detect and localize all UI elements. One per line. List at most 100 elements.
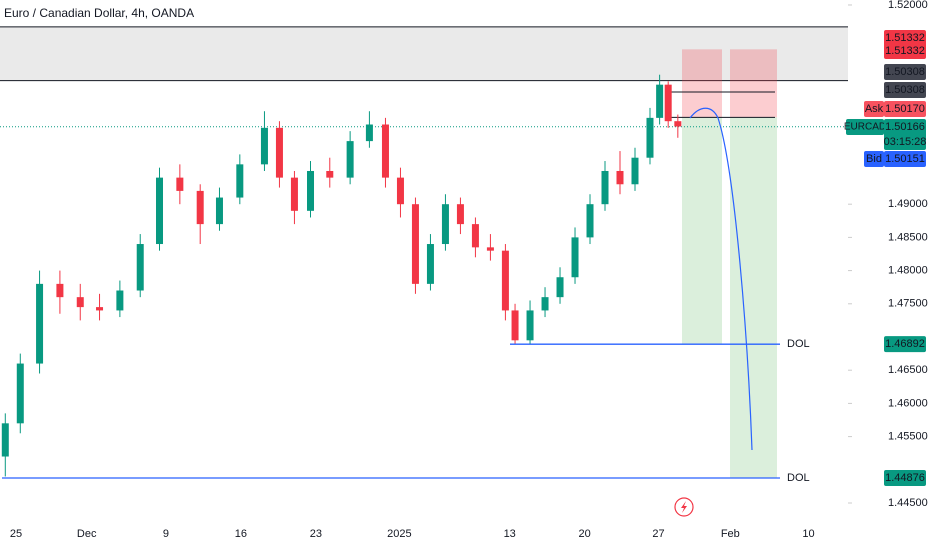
candle-body — [541, 297, 549, 311]
x-tick-label: Dec — [77, 528, 97, 540]
countdown: 03:15:28 — [884, 136, 927, 148]
reward-box — [730, 117, 777, 479]
x-tick-label: Feb — [721, 528, 740, 540]
price-tag-label: 1.50170 — [885, 103, 925, 115]
candle-body — [275, 127, 283, 178]
price-tag — [884, 151, 926, 167]
y-tick-label: 1.45500 — [888, 431, 928, 443]
ask-label: Ask — [865, 103, 884, 115]
symbol-tag — [846, 119, 884, 135]
candle-body — [290, 177, 298, 211]
candle-body — [36, 283, 44, 364]
candle-body — [76, 297, 84, 308]
projection — [689, 107, 753, 451]
zone — [0, 26, 848, 81]
risk-box — [682, 49, 722, 118]
candle-body — [486, 247, 494, 251]
y-tick-label: 1.52000 — [888, 0, 928, 11]
candle-body — [396, 177, 404, 205]
symbol-label: EURCAD — [844, 122, 886, 133]
y-tick-label: 1.48500 — [888, 231, 928, 243]
price-tag — [884, 30, 926, 46]
price-tag — [884, 336, 926, 353]
chart-title: Euro / Canadian Dollar, 4h, OANDA — [4, 6, 194, 20]
x-tick-label: 9 — [163, 528, 169, 540]
candle-body — [156, 177, 164, 245]
candle-body — [176, 177, 184, 191]
last-tag — [884, 119, 926, 150]
candle-body — [260, 127, 268, 165]
candle-body — [586, 204, 594, 238]
candle-body — [556, 277, 564, 298]
price-tag — [884, 82, 926, 98]
candle-body — [664, 84, 672, 122]
price-tag-label: 1.44876 — [885, 472, 925, 484]
candle-body — [456, 204, 464, 225]
candle-body — [56, 283, 64, 298]
price-tag-label: 1.50151 — [885, 153, 925, 165]
candle-body — [471, 224, 479, 248]
price-tag — [884, 43, 926, 59]
price-tag — [884, 101, 926, 117]
y-tick-label: 1.48000 — [888, 264, 928, 276]
y-tick-label: 1.46500 — [888, 364, 928, 376]
candle-body — [526, 310, 534, 341]
candle-body — [656, 84, 664, 118]
x-tick-label: 2025 — [387, 528, 411, 540]
candle-body — [96, 307, 104, 311]
last-price: 1.50166 — [885, 121, 925, 133]
candle-body — [646, 117, 654, 158]
x-tick-label: 16 — [235, 528, 247, 540]
candle-body — [616, 170, 624, 185]
x-tick-label: 20 — [579, 528, 591, 540]
candle-body — [1, 423, 9, 457]
candle-body — [16, 363, 24, 424]
candle-body — [571, 237, 579, 278]
bid-label: Bid — [866, 153, 882, 165]
dol-label: DOL — [787, 338, 810, 350]
reward-box — [682, 117, 722, 345]
dol-label: DOL — [787, 472, 810, 484]
price-tag-label: 1.50308 — [885, 84, 925, 96]
candle-body — [116, 290, 124, 311]
candle-body — [511, 310, 519, 341]
candle-body — [501, 250, 509, 311]
price-tag-label: 1.51332 — [885, 45, 925, 57]
candle-body — [326, 170, 334, 178]
price-tag — [884, 470, 926, 487]
x-tick-label: 23 — [310, 528, 322, 540]
candle-body — [601, 170, 609, 205]
price-tag-label: 1.46892 — [885, 338, 925, 350]
candle-body — [381, 124, 389, 178]
x-tick-label: 27 — [652, 528, 664, 540]
x-tick-label: 25 — [10, 528, 22, 540]
plot: DOLDOL25Dec916232025132027Feb101 — [0, 26, 883, 540]
candle-body — [365, 124, 373, 142]
y-tick-label: 1.47500 — [888, 298, 928, 310]
price-tag — [884, 64, 926, 80]
price-tag-label: 1.50308 — [885, 66, 925, 78]
candle-body — [346, 141, 354, 178]
y-tick-label: 1.46000 — [888, 397, 928, 409]
x-tick-label: 10 — [802, 528, 814, 540]
y-tick-label: 1.49000 — [888, 198, 928, 210]
price-tag-label: 1.51332 — [885, 32, 925, 44]
bid-tag — [864, 151, 884, 167]
risk-box — [730, 49, 777, 118]
candle-body — [426, 244, 434, 284]
candle-body — [236, 164, 244, 198]
alert-icon[interactable] — [674, 497, 694, 517]
candle-body — [196, 190, 204, 225]
candle-body — [215, 197, 223, 225]
candle-body — [307, 170, 315, 211]
candle-body — [136, 244, 144, 291]
candle-body — [441, 204, 449, 245]
candle-body — [631, 157, 639, 185]
price-axis: 1.52000 1.49000 1.48500 1.48000 1.47500 1.465… — [844, 0, 932, 550]
candle-body — [411, 204, 419, 284]
x-tick-label: 13 — [504, 528, 516, 540]
y-tick-label: 1.44500 — [888, 497, 928, 509]
ask-tag — [864, 101, 884, 117]
